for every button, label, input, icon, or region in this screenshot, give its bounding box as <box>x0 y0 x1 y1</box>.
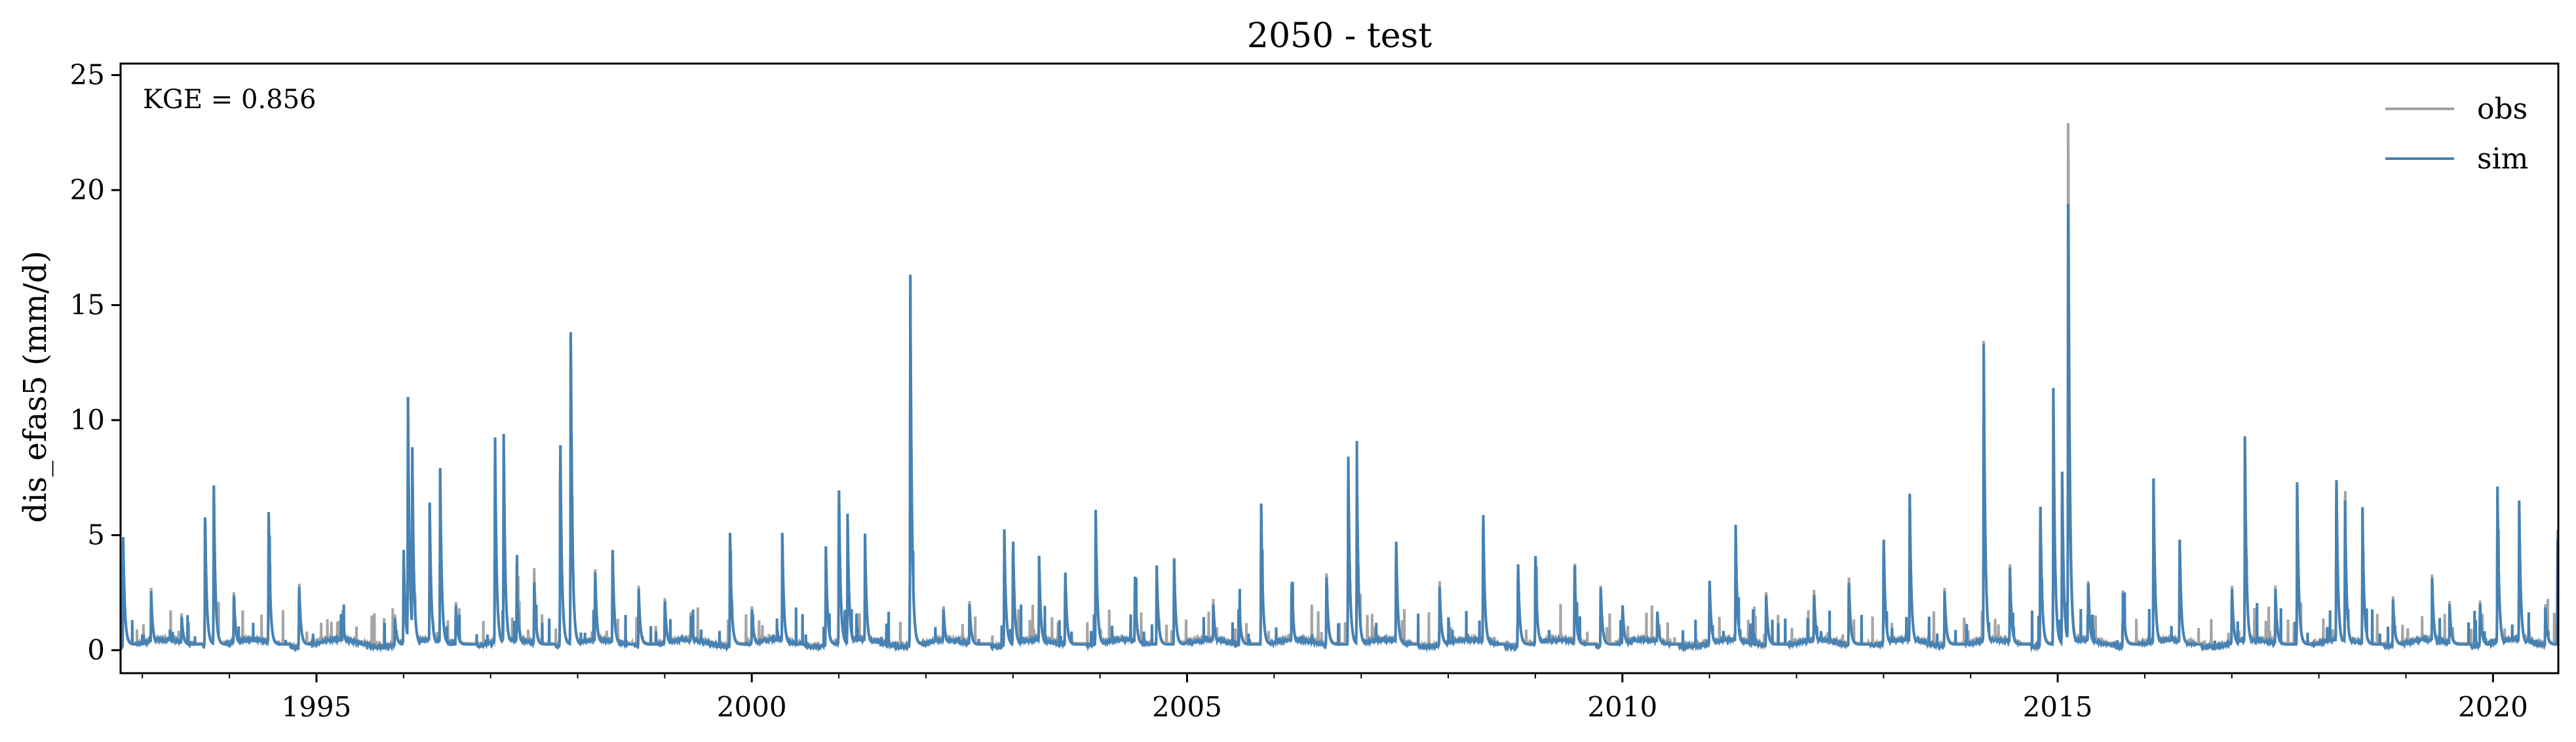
y-tick-label: 20 <box>70 174 105 206</box>
y-axis: 0 5 10 15 20 25 <box>70 59 121 666</box>
legend-label-sim: sim <box>2477 142 2528 176</box>
y-tick-label: 0 <box>87 634 105 666</box>
y-tick-label: 25 <box>70 59 105 91</box>
kge-annotation: KGE = 0.856 <box>143 85 317 115</box>
x-tick-label: 2020 <box>2458 691 2528 723</box>
series-line-sim <box>121 203 2558 653</box>
axes-frame <box>119 62 2560 674</box>
x-tick-label: 2005 <box>1152 691 1222 723</box>
y-tick-label: 15 <box>70 288 105 321</box>
x-axis: 1995 2000 2005 2010 2015 2020 <box>142 673 2528 723</box>
x-tick-label: 2015 <box>2023 691 2093 723</box>
x-tick-label: 2000 <box>717 691 787 723</box>
x-tick-label: 1995 <box>281 691 351 723</box>
y-axis-label: dis_efas5 (mm/d) <box>17 250 54 522</box>
legend-label-obs: obs <box>2477 92 2528 126</box>
legend: obs sim <box>2385 92 2528 176</box>
x-tick-label: 2010 <box>1587 691 1657 723</box>
series-layer <box>121 123 2558 653</box>
y-tick-label: 5 <box>87 518 105 551</box>
y-tick-label: 10 <box>70 404 105 436</box>
series-line-obs <box>121 123 2558 652</box>
chart-title: 2050 - test <box>1247 16 1432 56</box>
